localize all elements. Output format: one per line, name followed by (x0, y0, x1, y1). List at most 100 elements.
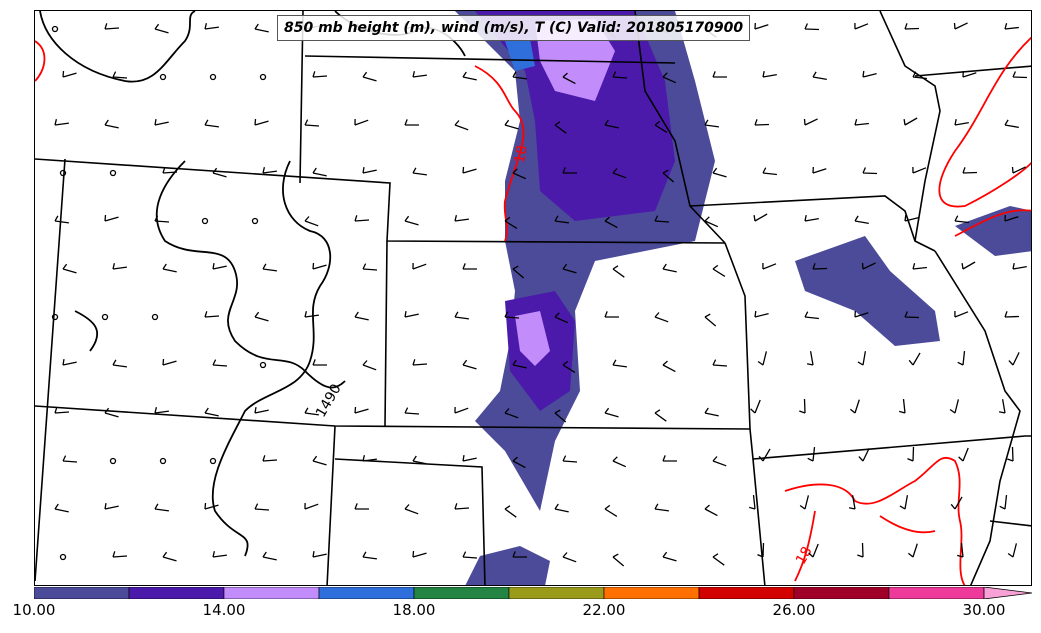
wind-barb (957, 543, 964, 558)
calm-wind-marker (109, 457, 117, 465)
wind-barb (504, 311, 520, 319)
wind-barb (806, 351, 814, 366)
wind-barb (612, 359, 627, 368)
wind-barb (304, 311, 319, 318)
wind-barb (704, 504, 718, 517)
wind-barb (712, 264, 726, 277)
wind-barb (1004, 311, 1020, 318)
colorbar-extend-arrow (983, 587, 1033, 599)
wind-barb (412, 262, 427, 270)
wind-barb (907, 446, 915, 462)
border-line (634, 11, 726, 244)
wind-barb (554, 121, 567, 134)
wind-barb (704, 407, 719, 417)
colorbar-tick-label: 18.00 (392, 601, 436, 619)
shade-band-se (795, 236, 940, 346)
wind-barb (412, 167, 427, 176)
wind-barb (1008, 352, 1020, 366)
temperature-contour-line (954, 209, 1031, 237)
wind-barb (1004, 23, 1019, 30)
map-frame: 1490 18 18 (34, 10, 1032, 586)
wind-barb (162, 551, 177, 562)
wind-barb (604, 119, 619, 129)
wind-barb (504, 408, 519, 419)
wind-barb (404, 504, 419, 515)
wind-barb (262, 455, 278, 462)
shade-band-south (465, 546, 550, 585)
wind-barb (62, 455, 78, 463)
wind-barb (304, 216, 319, 227)
wind-barb (262, 551, 277, 561)
wind-barb (962, 167, 978, 174)
colorbar (34, 587, 1033, 599)
colorbar-segment (223, 587, 320, 599)
wind-barb (799, 495, 810, 510)
wind-barb (812, 71, 827, 81)
colorbar-segment (793, 587, 890, 599)
wind-barb (362, 263, 378, 271)
wind-barb (112, 263, 127, 270)
wind-barb (404, 310, 419, 318)
wind-barb (454, 406, 469, 414)
calm-wind-marker (101, 313, 109, 321)
wind-barb (454, 215, 469, 222)
wind-barb (562, 455, 578, 463)
wind-barb (1004, 214, 1019, 222)
wind-barb (204, 119, 219, 128)
border-line (35, 158, 66, 582)
wind-barb (1012, 262, 1027, 270)
border-line (934, 250, 1021, 585)
wind-barb (804, 311, 819, 320)
calm-wind-marker (109, 169, 117, 177)
wind-barb (262, 263, 277, 272)
wind-barb (154, 118, 169, 126)
colorbar-segment (318, 587, 415, 599)
wind-barb (54, 407, 70, 414)
wind-barb (961, 261, 976, 270)
shade-band-light2 (515, 311, 550, 366)
wind-barb (512, 71, 527, 80)
wind-barb (104, 119, 119, 129)
wind-barb (754, 22, 769, 30)
colorbar-tick-label: 22.00 (582, 601, 626, 619)
wind-barb (554, 409, 567, 423)
wind-barb (354, 406, 369, 414)
wind-barb (312, 167, 327, 177)
wind-barb (362, 71, 377, 82)
wind-barb (512, 359, 527, 369)
wind-barb (462, 166, 477, 174)
wind-barb (904, 214, 919, 222)
wind-barb (662, 72, 677, 84)
wind-barb (554, 312, 569, 324)
wind-barb (454, 120, 469, 131)
wind-barb (604, 216, 618, 229)
calm-wind-marker (259, 73, 267, 81)
wind-barb (462, 359, 477, 370)
wind-barb (604, 504, 618, 517)
border-line (304, 55, 676, 64)
wind-barb (762, 167, 777, 176)
wind-barb (862, 167, 878, 175)
wind-barb (562, 263, 577, 274)
wind-barb (62, 70, 77, 78)
wind-barb (962, 70, 977, 78)
wind-barb (612, 456, 627, 468)
wind-barb (54, 215, 69, 224)
temperature-contour-label: 18 (793, 544, 816, 567)
wind-barb (62, 358, 77, 366)
wind-barb (712, 553, 725, 566)
wind-barb (662, 551, 677, 562)
wind-barb (1007, 446, 1014, 462)
wind-barb (954, 310, 969, 318)
wind-barb (512, 551, 527, 558)
wind-barb (204, 23, 219, 30)
colorbar-segment (603, 587, 700, 599)
wind-barb (858, 448, 870, 462)
wind-barb (754, 119, 770, 126)
calm-wind-marker (209, 457, 217, 465)
wind-barb (462, 263, 477, 270)
wind-barb (254, 503, 270, 511)
wind-barb (753, 213, 768, 222)
border-line (334, 458, 486, 585)
wind-barb (462, 551, 478, 559)
